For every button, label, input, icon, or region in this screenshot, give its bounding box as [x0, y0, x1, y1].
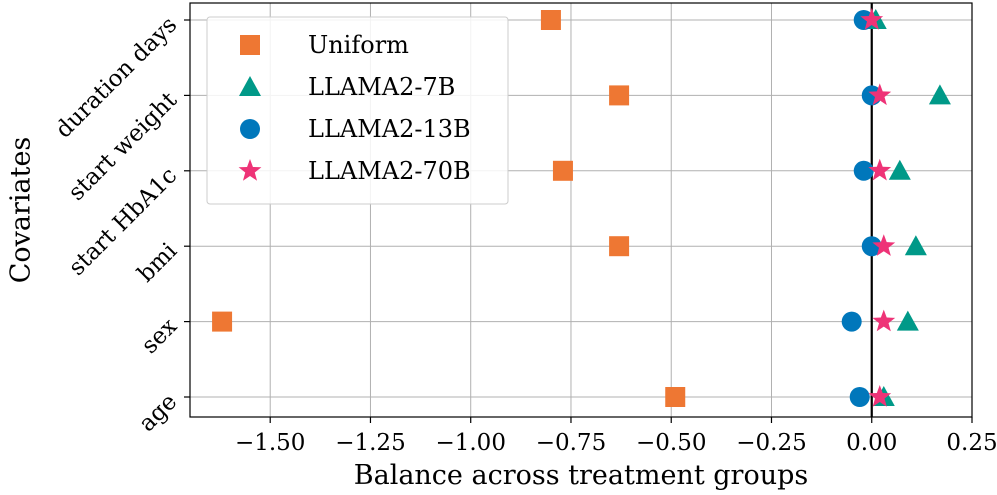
legend-item: LLAMA2-70B	[238, 157, 471, 185]
circle-marker	[861, 236, 882, 257]
data-markers	[212, 8, 951, 407]
x-tick-label: 0.25	[946, 430, 997, 456]
y-tick-label: bmi	[133, 238, 182, 287]
x-tick-label: −0.50	[636, 430, 706, 456]
square-marker	[665, 387, 686, 407]
x-tick-label: −1.00	[435, 430, 505, 456]
legend-square-marker	[240, 35, 260, 55]
square-marker	[609, 85, 630, 106]
y-axis-label: Covariates	[6, 137, 37, 284]
y-tick-label: sex	[137, 313, 183, 359]
star-marker	[872, 309, 896, 332]
legend-label: LLAMA2-70B	[308, 157, 471, 185]
triangle-marker	[888, 159, 911, 180]
x-axis-label: Balance across treatment groups	[354, 460, 808, 491]
star-marker	[868, 83, 892, 106]
x-tick-label: −1.25	[335, 430, 405, 456]
series-llama2-13b	[841, 10, 882, 407]
legend-label: LLAMA2-7B	[308, 73, 455, 101]
legend-item: LLAMA2-13B	[240, 115, 471, 143]
circle-marker	[853, 160, 874, 181]
legend: Uniform LLAMA2-7B LLAMA2-13B LLAMA2-70B	[206, 16, 509, 205]
star-marker	[872, 234, 896, 256]
square-marker	[609, 236, 630, 257]
circle-marker	[849, 387, 870, 407]
x-tick-label: −0.75	[536, 430, 606, 456]
triangle-marker	[928, 84, 951, 105]
star-marker	[868, 158, 892, 181]
legend-item: Uniform	[240, 31, 409, 59]
star-marker	[868, 385, 892, 407]
square-marker	[212, 311, 233, 332]
x-axis-ticks: −1.50 −1.25 −1.00 −0.75 −0.50 −0.25 0.00 0.25	[235, 417, 997, 456]
legend-box	[206, 16, 509, 205]
triangle-marker	[904, 235, 927, 256]
legend-item: LLAMA2-7B	[239, 73, 455, 101]
series-llama2-70b	[860, 8, 896, 407]
series-llama2-7b	[864, 9, 951, 406]
plot-area-frame	[189, 2, 973, 418]
y-tick-label: age	[134, 389, 182, 437]
square-marker	[540, 10, 561, 30]
x-tick-label: 0.00	[846, 430, 897, 456]
legend-triangle-marker	[239, 76, 261, 96]
legend-circle-marker	[240, 119, 260, 139]
legend-label: Uniform	[308, 31, 409, 59]
legend-label: LLAMA2-13B	[308, 115, 471, 143]
legend-star-marker	[238, 159, 262, 181]
circle-marker	[841, 311, 862, 332]
series-uniform	[212, 10, 686, 407]
star-marker	[860, 8, 884, 30]
x-tick-label: −0.25	[736, 430, 806, 456]
square-marker	[552, 160, 573, 181]
triangle-marker	[896, 310, 919, 331]
x-tick-label: −1.50	[235, 430, 305, 456]
